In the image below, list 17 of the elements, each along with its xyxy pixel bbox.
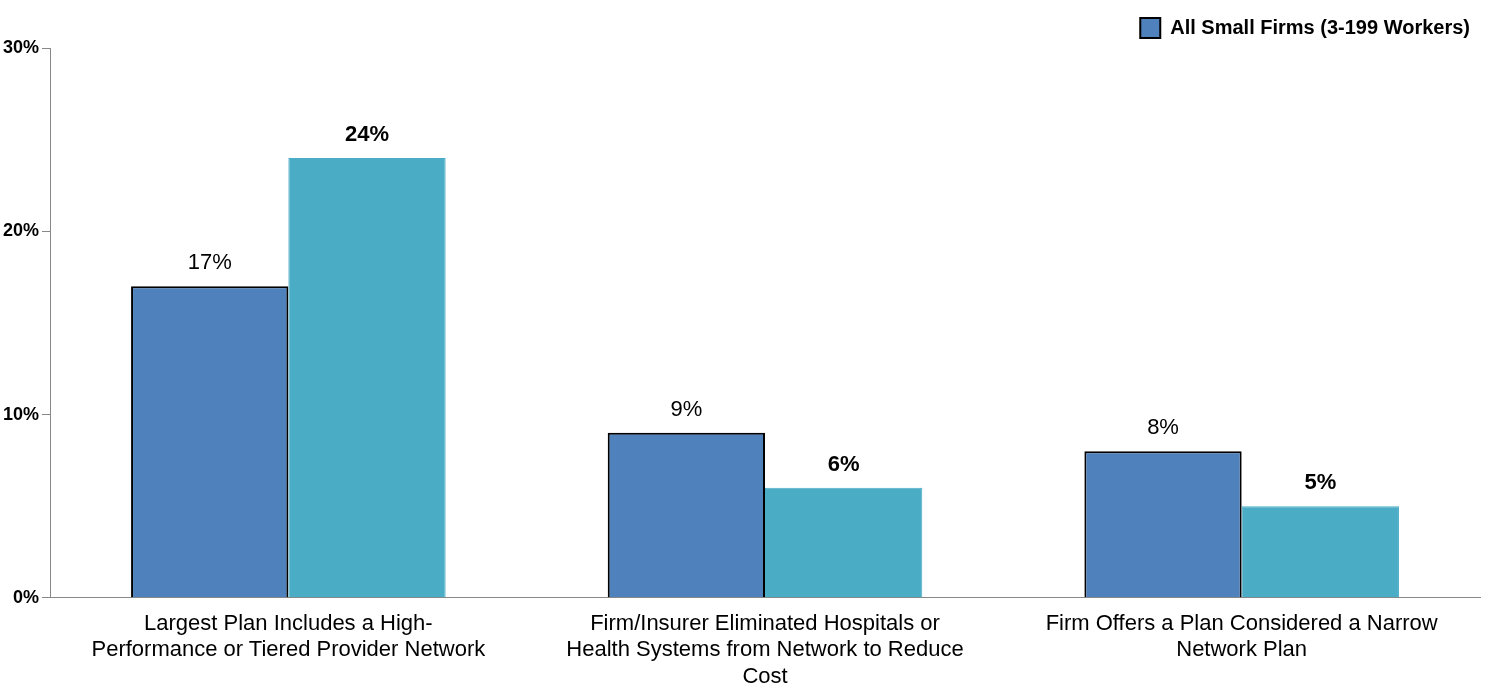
- data-label: 17%: [187, 249, 232, 275]
- bar: [765, 487, 923, 598]
- data-label: 6%: [827, 450, 860, 476]
- y-tick-label: 20%: [3, 220, 40, 241]
- x-tick-label: Firm Offers a Plan Considered a Narrow Network Plan: [1045, 610, 1438, 662]
- data-label: 24%: [344, 121, 390, 147]
- bar: [288, 157, 446, 598]
- y-tick-label: 10%: [3, 403, 40, 424]
- x-tick-label: Largest Plan Includes a High-Performance or Tiered Provider Network: [91, 610, 487, 662]
- data-label: 9%: [670, 395, 703, 421]
- y-tick-label: 30%: [3, 36, 40, 57]
- bar: [1241, 506, 1399, 598]
- data-label: 5%: [1304, 469, 1337, 495]
- x-tick-label: Firm/Insurer Eliminated Hospitals or Health Systems from Network to Reduce Cost: [566, 610, 964, 688]
- y-tick-label: 0%: [13, 586, 40, 607]
- data-label: 8%: [1147, 414, 1179, 440]
- legend-label: All Small Firms (3-199 Workers): [1170, 15, 1470, 38]
